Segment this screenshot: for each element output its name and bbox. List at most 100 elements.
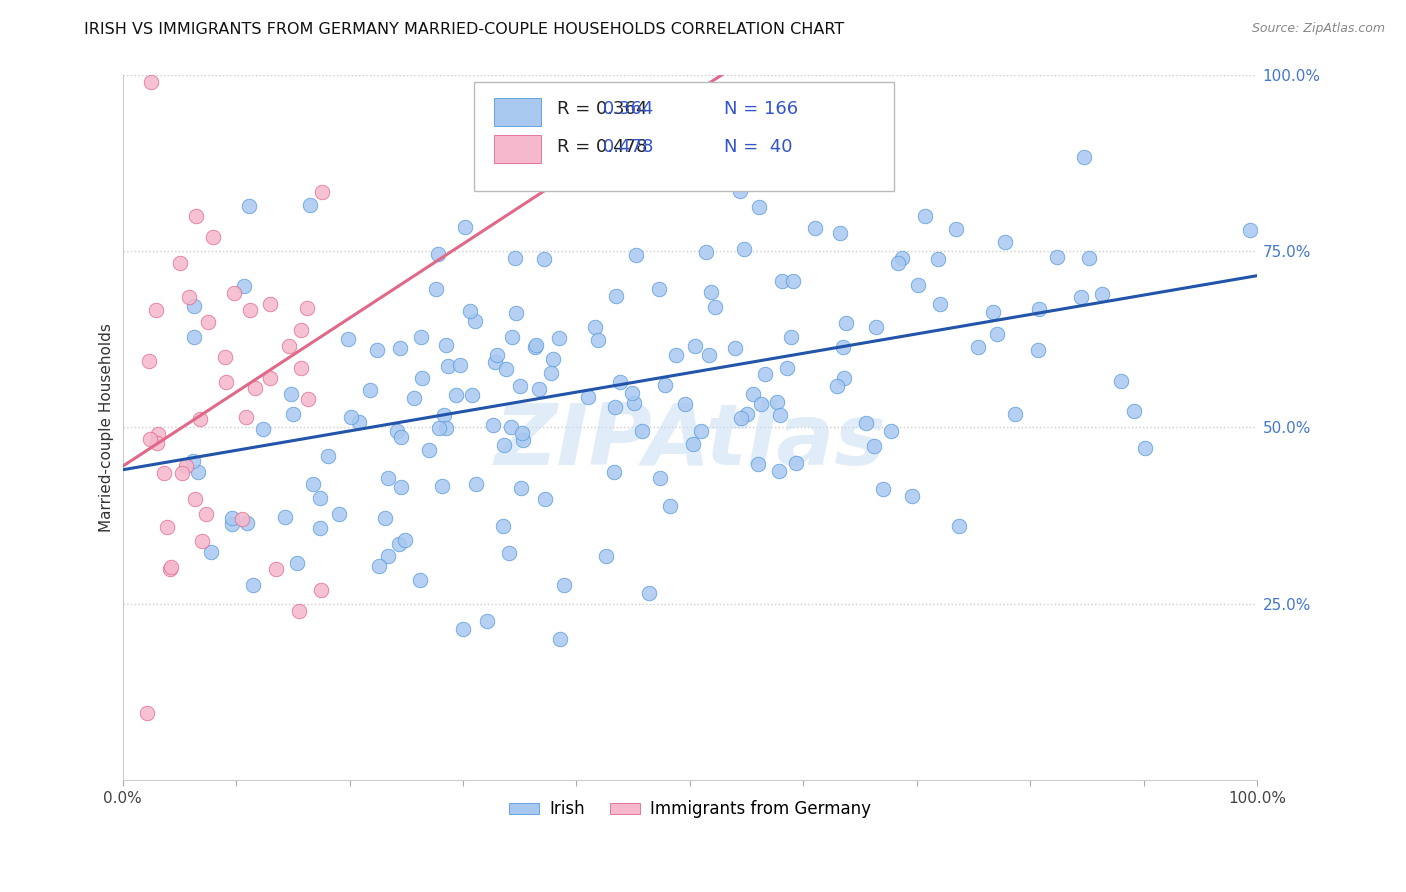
Point (994, 235, 1017, 250)
Point (411, 371, 433, 385)
Point (231, 512, 253, 526)
Point (195, 507, 218, 521)
Point (389, 480, 412, 494)
Point (880, 424, 903, 438)
Point (724, 341, 747, 355)
Point (222, 285, 245, 300)
Point (139, 74, 162, 88)
Point (316, 449, 339, 463)
Point (183, 300, 205, 314)
Point (1004, 407, 1026, 421)
Point (309, 582, 332, 597)
Point (221, 517, 243, 532)
Point (505, 306, 527, 320)
Point (411, 330, 433, 344)
Point (533, 252, 555, 267)
Point (309, 521, 332, 535)
Point (359, 384, 381, 398)
Point (484, 354, 506, 368)
Point (1133, 441, 1156, 455)
Point (187, 465, 209, 479)
Point (776, 361, 799, 376)
Text: R = 0.478: R = 0.478 (557, 138, 648, 156)
Point (1090, 286, 1112, 301)
Point (623, 396, 645, 410)
Point (638, 585, 661, 599)
Point (243, 381, 266, 395)
Point (287, 604, 309, 618)
Legend: Irish, Immigrants from Germany: Irish, Immigrants from Germany (502, 794, 877, 825)
Point (602, 465, 624, 479)
Point (865, 319, 887, 334)
Point (748, 200, 770, 214)
Point (605, 289, 627, 303)
Point (967, 340, 990, 354)
Point (605, 401, 627, 415)
Point (631, 424, 654, 438)
Point (863, 439, 886, 453)
Point (534, 491, 557, 506)
Point (190, 533, 212, 548)
Point (464, 314, 486, 328)
Point (499, 419, 522, 434)
Point (735, 407, 758, 421)
Point (509, 379, 531, 393)
Point (475, 614, 498, 628)
Point (689, 424, 711, 438)
Point (172, 466, 194, 480)
Point (215, 376, 238, 390)
Point (907, 278, 929, 293)
Point (238, 199, 260, 213)
Point (588, 333, 610, 347)
Point (202, 230, 225, 244)
Point (695, 244, 717, 259)
Point (1122, 403, 1144, 417)
Point (159, 562, 181, 576)
Text: IRISH VS IMMIGRANTS FROM GERMANY MARRIED-COUPLE HOUSEHOLDS CORRELATION CHART: IRISH VS IMMIGRANTS FROM GERMANY MARRIED… (84, 22, 845, 37)
Point (1070, 290, 1092, 304)
Point (540, 366, 562, 380)
Text: N =  40: N = 40 (724, 138, 793, 156)
Point (620, 386, 643, 401)
Point (648, 282, 671, 296)
Point (782, 274, 804, 288)
Point (766, 395, 789, 409)
Point (482, 417, 505, 432)
Point (768, 464, 790, 478)
Point (659, 499, 682, 513)
Point (523, 340, 546, 354)
Point (242, 578, 264, 592)
Point (481, 163, 503, 178)
Point (728, 184, 751, 198)
Point (498, 546, 520, 560)
Point (1073, 150, 1095, 164)
Point (550, 632, 572, 646)
Point (444, 387, 467, 401)
Point (309, 491, 332, 506)
Point (458, 304, 481, 318)
Point (855, 416, 877, 430)
Point (336, 332, 359, 346)
Point (200, 545, 222, 559)
Point (495, 362, 517, 376)
Point (239, 302, 262, 317)
Text: N = 166: N = 166 (724, 100, 799, 118)
Point (704, 300, 727, 314)
Point (505, 252, 527, 266)
Point (394, 533, 416, 547)
Point (509, 481, 531, 495)
Point (665, 348, 688, 362)
Point (374, 511, 396, 525)
Point (1028, 301, 1050, 316)
Point (768, 408, 790, 422)
Point (377, 471, 399, 485)
Point (434, 421, 457, 435)
Point (1109, 374, 1132, 388)
Point (914, 209, 936, 223)
Point (576, 390, 599, 404)
Point (297, 301, 319, 316)
Point (1028, 343, 1050, 357)
Point (366, 343, 388, 358)
FancyBboxPatch shape (474, 81, 894, 191)
Point (181, 453, 204, 467)
